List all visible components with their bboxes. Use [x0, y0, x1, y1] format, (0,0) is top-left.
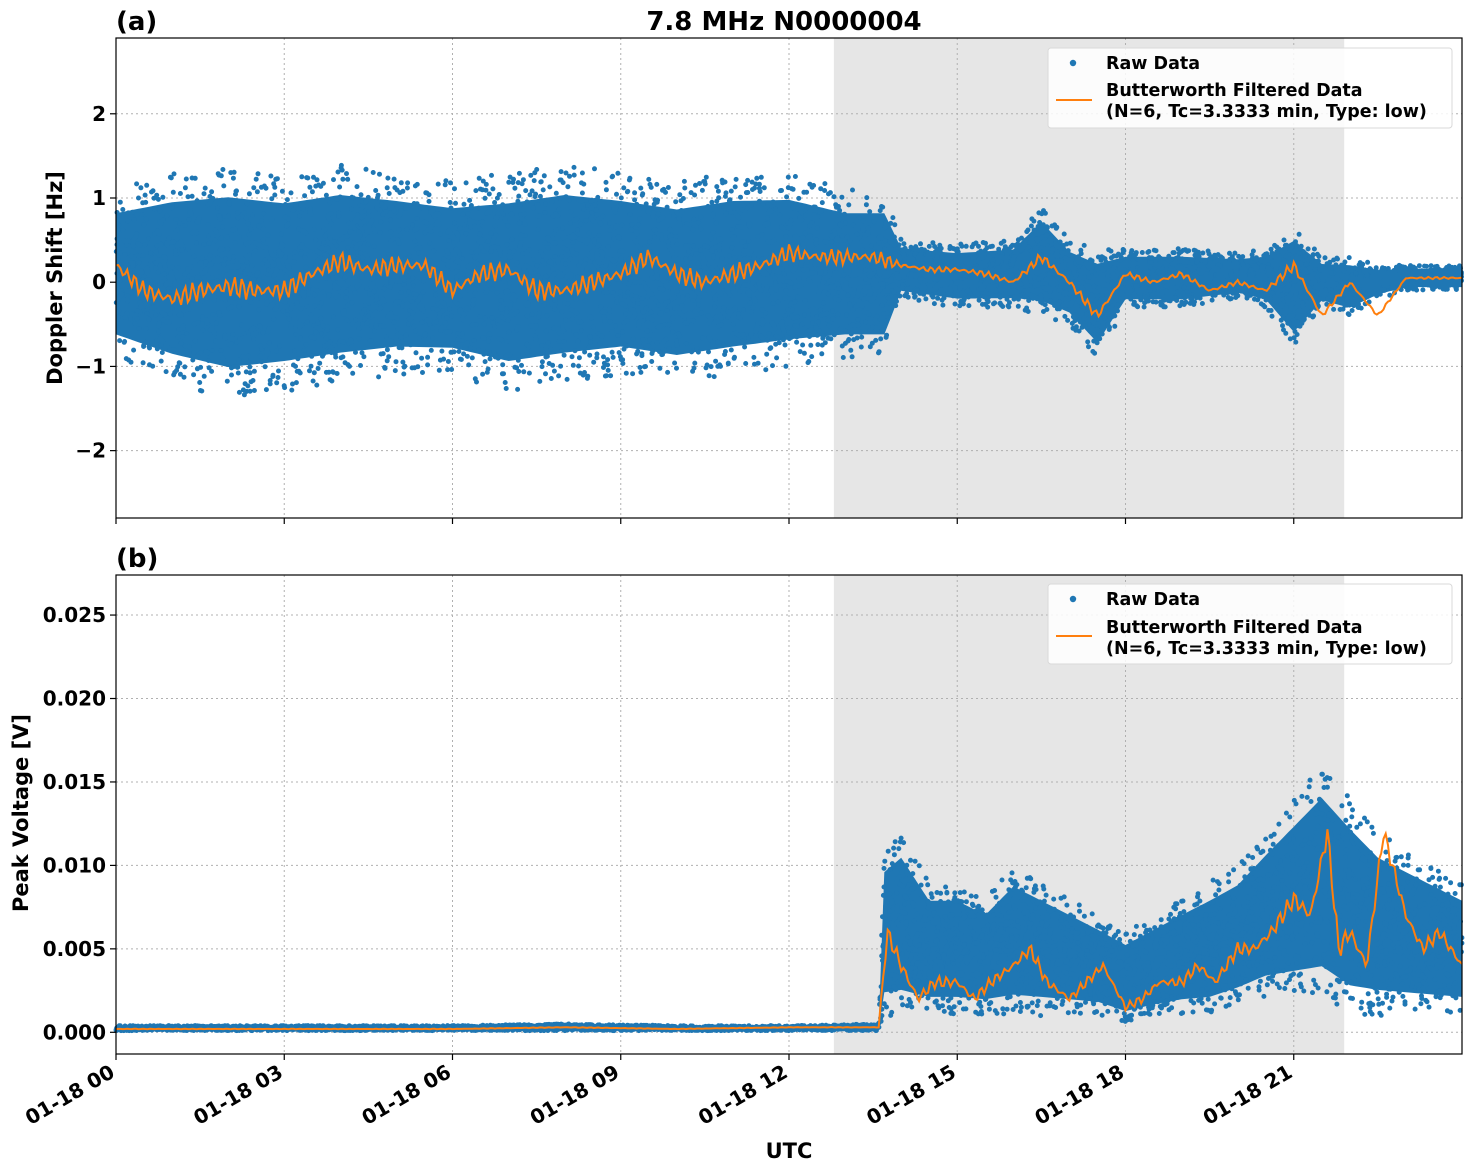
legend-filtered-label-line1: Butterworth Filtered Data: [1106, 81, 1363, 101]
y-tick-label: 0.020: [43, 687, 106, 711]
x-axis-label: UTC: [766, 1139, 813, 1163]
x-tick-label: 01-18 00: [21, 1060, 119, 1130]
legend-raw-marker: [1069, 59, 1077, 67]
panel-a: (a) Doppler Shift [Hz] 2 1 0 −1 −2 Raw Data …: [43, 7, 1464, 524]
panel-b: (b) Peak Voltage [V] 0.025 0.020 0.015 0.01…: [9, 544, 1465, 1130]
legend-raw-label: Raw Data: [1106, 590, 1200, 610]
panel-b-y-ticks: 0.025 0.020 0.015 0.010 0.005 0.000: [43, 603, 116, 1044]
legend-filtered-label-line2: (N=6, Tc=3.3333 min, Type: low): [1106, 102, 1427, 122]
x-tick-label: 01-18 12: [694, 1060, 792, 1130]
panel-a-legend: Raw Data Butterworth Filtered Data (N=6,…: [1047, 47, 1453, 129]
legend-filtered-label-line1: Butterworth Filtered Data: [1106, 618, 1363, 638]
x-tick-label: 01-18 21: [1199, 1060, 1297, 1130]
y-tick-label: 2: [92, 102, 106, 126]
x-tick-label: 01-18 15: [862, 1060, 960, 1130]
y-tick-label: 0.005: [43, 937, 106, 961]
x-tick-label: 01-18 18: [1030, 1060, 1128, 1130]
legend-filtered-label-line2: (N=6, Tc=3.3333 min, Type: low): [1106, 639, 1427, 659]
figure-title: 7.8 MHz N0000004: [646, 7, 921, 37]
panel-b-label: (b): [116, 544, 158, 574]
panel-a-x-ticks: [115, 518, 1295, 524]
legend-raw-marker: [1069, 595, 1077, 603]
panel-b-ylabel: Peak Voltage [V]: [9, 714, 33, 912]
panel-a-y-ticks: 2 1 0 −1 −2: [75, 102, 116, 463]
y-tick-label: 0.015: [43, 770, 106, 794]
y-tick-label: −1: [75, 354, 106, 378]
y-tick-label: 0: [92, 270, 106, 294]
x-tick-label: 01-18 06: [357, 1060, 455, 1130]
panel-a-filtered-line: [115, 244, 1463, 319]
panel-a-ylabel: Doppler Shift [Hz]: [43, 171, 67, 385]
y-tick-label: 0.000: [43, 1020, 106, 1044]
x-tick-label: 01-18 03: [189, 1060, 287, 1130]
panel-b-filtered-line: [115, 829, 1463, 1031]
legend-raw-label: Raw Data: [1106, 54, 1200, 74]
panel-b-legend: Raw Data Butterworth Filtered Data (N=6,…: [1047, 583, 1453, 665]
y-tick-label: 0.010: [43, 853, 106, 877]
panel-a-label: (a): [116, 7, 157, 37]
y-tick-label: 1: [92, 186, 106, 210]
y-tick-label: −2: [75, 439, 106, 463]
x-tick-label: 01-18 09: [526, 1060, 624, 1130]
y-tick-label: 0.025: [43, 603, 106, 627]
panel-b-x-ticks: 01-18 00 01-18 03 01-18 06 01-18 09 01-18 12…: [21, 1054, 1296, 1130]
